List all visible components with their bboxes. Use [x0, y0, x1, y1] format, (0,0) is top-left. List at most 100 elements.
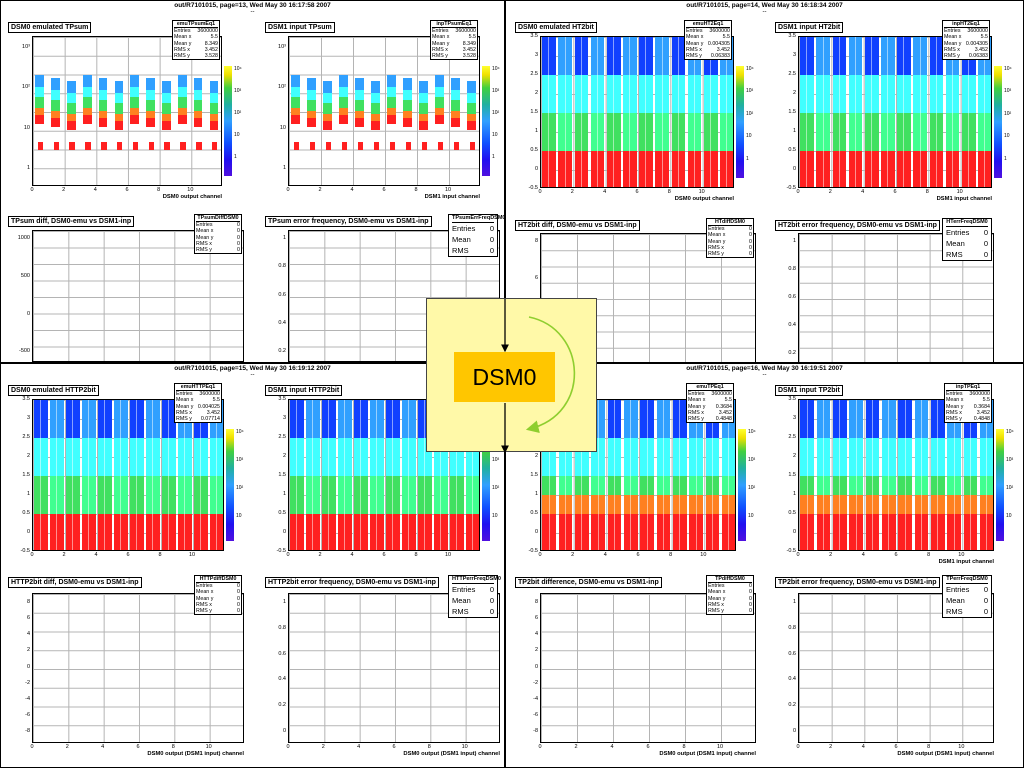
bin-gap [855, 495, 857, 514]
stats-key: Entries [432, 28, 449, 35]
stats-key: Entries [196, 222, 213, 229]
bin-gap [695, 476, 697, 495]
stats-name: emuTPEq1 [688, 384, 732, 392]
y-tick-label: 6 [534, 615, 538, 622]
palette-tick-label: 10 [492, 132, 498, 138]
bin-gap [953, 476, 955, 495]
bin-gap [88, 514, 90, 550]
heatmap-cell [114, 80, 124, 93]
y-tick-label: 1.5 [22, 472, 30, 478]
page-dash: -- [762, 372, 767, 378]
stats-row: Mean y 0.3684 [688, 404, 732, 410]
y-tick-label: 6 [534, 275, 538, 282]
bin-gap [564, 495, 566, 514]
bin-gap [472, 438, 474, 476]
heatmap-cell [146, 118, 155, 127]
x-tick-label: 8 [927, 552, 931, 558]
bin-gap [376, 476, 378, 514]
stats-box: TPsumDiffDSM0 Entries 0 Mean x 0 Mean y 0 RMS x… [194, 214, 242, 255]
bin-gap [968, 113, 970, 151]
x-tick-label: 8 [157, 187, 161, 193]
bin-gap [613, 400, 615, 438]
chart-title: DSM1 input TP2bit [775, 385, 843, 396]
heatmap-cell [51, 100, 60, 111]
bin-gap [871, 476, 873, 495]
stats-row: Mean y 0 [196, 235, 240, 241]
y-tick-label: 0 [792, 728, 796, 734]
bin-gap [581, 438, 583, 476]
bin-gap [613, 113, 615, 151]
stats-key: RMS y [432, 53, 448, 60]
x-tick-label: 0 [286, 744, 290, 750]
bin-gap [920, 495, 922, 514]
bin-gap [986, 514, 988, 550]
heatmap-cell [211, 142, 218, 150]
bin-gap [951, 75, 953, 113]
stats-key: Mean [452, 596, 471, 605]
x-tick-label: 10 [188, 552, 196, 558]
bin-gap [822, 476, 824, 495]
x-tick-label: 10 [956, 189, 963, 195]
bin-gap [392, 514, 394, 550]
heatmap-cell [209, 80, 219, 93]
stats-row: Mean y 0 [196, 596, 240, 602]
palette-tick-label: 1 [1004, 155, 1007, 162]
heatmap-cell [403, 110, 413, 118]
bin-gap [596, 75, 598, 113]
color-palette [736, 66, 744, 178]
stats-value: 0.004305 [707, 40, 730, 47]
heatmap-cell [387, 107, 397, 115]
stats-value: 0 [489, 246, 494, 255]
bin-gap [806, 37, 808, 75]
palette-tick-label: 10 [492, 513, 498, 519]
heatmap-cell [373, 142, 380, 150]
palette-tick-label: 10 [1004, 133, 1010, 140]
palette-tick-label: 10 [1006, 513, 1012, 519]
bin-gap [312, 400, 314, 438]
bin-gap [888, 438, 890, 476]
bin-gap [408, 476, 410, 514]
bin-gap [136, 438, 138, 476]
chart-title: HTTP2bit error frequency, DSM0-emu vs DS… [265, 577, 439, 588]
heatmap-cell [355, 110, 365, 118]
chart-title: HT2bit diff, DSM0-emu vs DSM1-inp [515, 220, 640, 231]
x-tick-label: 10 [958, 744, 965, 750]
bin-gap [919, 37, 921, 75]
heatmap-cell [291, 115, 301, 124]
bin-gap [104, 438, 106, 476]
page-title: out/R7101015, page=13, Wed May 30 16:17:… [174, 2, 331, 9]
heatmap-cell [146, 77, 155, 90]
bin-gap [822, 113, 824, 151]
plot-frame [540, 399, 736, 551]
y-tick-label: 3 [792, 415, 796, 421]
y-tick-label: 3.5 [22, 396, 30, 402]
bin-gap [440, 476, 442, 514]
y-tick-label: 0.4 [278, 676, 286, 683]
bin-gap [646, 476, 648, 495]
x-tick-label: 8 [669, 552, 673, 558]
stats-key: Mean y [946, 403, 964, 410]
bin-gap [376, 514, 378, 550]
y-tick-label: 0 [282, 728, 286, 734]
y-tick-label: -0.5 [528, 548, 538, 554]
bin-gap [839, 514, 841, 550]
bin-gap [904, 400, 906, 438]
x-tick-label: 10 [716, 744, 724, 750]
stats-key: Entries [946, 228, 970, 237]
stats-key: RMS x [196, 601, 212, 608]
stats-value: 0.3684 [715, 403, 732, 410]
stats-name: TPsumErrFreqDSM0 [452, 215, 506, 223]
bin-gap [919, 151, 921, 187]
stats-value: 3.528 [462, 53, 476, 60]
bin-gap [613, 151, 615, 187]
x-axis-title: DSM1 input channel [424, 194, 480, 200]
stats-key: Entries [174, 28, 191, 35]
stats-value: 0.4848 [973, 416, 990, 423]
stats-value: 0 [749, 238, 752, 245]
bin-gap [424, 438, 426, 476]
bin-gap [904, 495, 906, 514]
x-tick-label: 4 [357, 744, 361, 750]
heatmap-cell [419, 80, 429, 93]
bin-gap [40, 400, 42, 438]
bin-gap [839, 400, 841, 438]
